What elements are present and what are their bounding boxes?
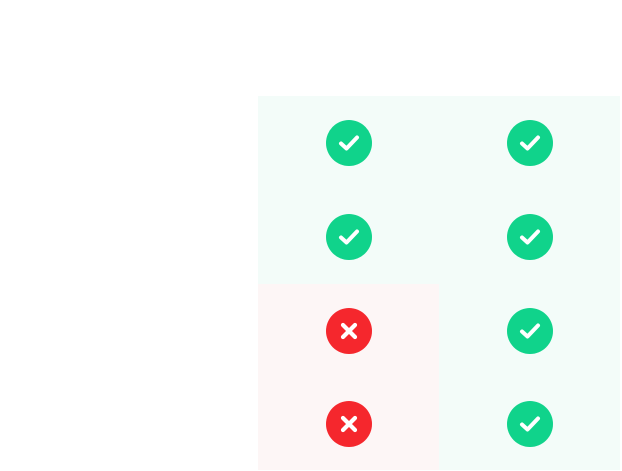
comparison-cell-no bbox=[258, 377, 439, 470]
check-icon bbox=[506, 120, 553, 166]
check-icon bbox=[325, 120, 372, 166]
comparison-cell-yes bbox=[439, 96, 620, 190]
check-icon bbox=[325, 214, 372, 260]
comparison-cell-no bbox=[258, 284, 439, 377]
feature-comparison-grid bbox=[258, 96, 620, 470]
comparison-cell-yes bbox=[439, 190, 620, 284]
comparison-cell-yes bbox=[439, 284, 620, 377]
check-icon bbox=[506, 307, 553, 354]
comparison-cell-yes bbox=[439, 377, 620, 470]
comparison-cell-yes bbox=[258, 190, 439, 284]
cross-icon bbox=[325, 400, 372, 447]
check-icon bbox=[506, 214, 553, 260]
comparison-cell-yes bbox=[258, 96, 439, 190]
check-icon bbox=[506, 400, 553, 447]
cross-icon bbox=[325, 307, 372, 354]
